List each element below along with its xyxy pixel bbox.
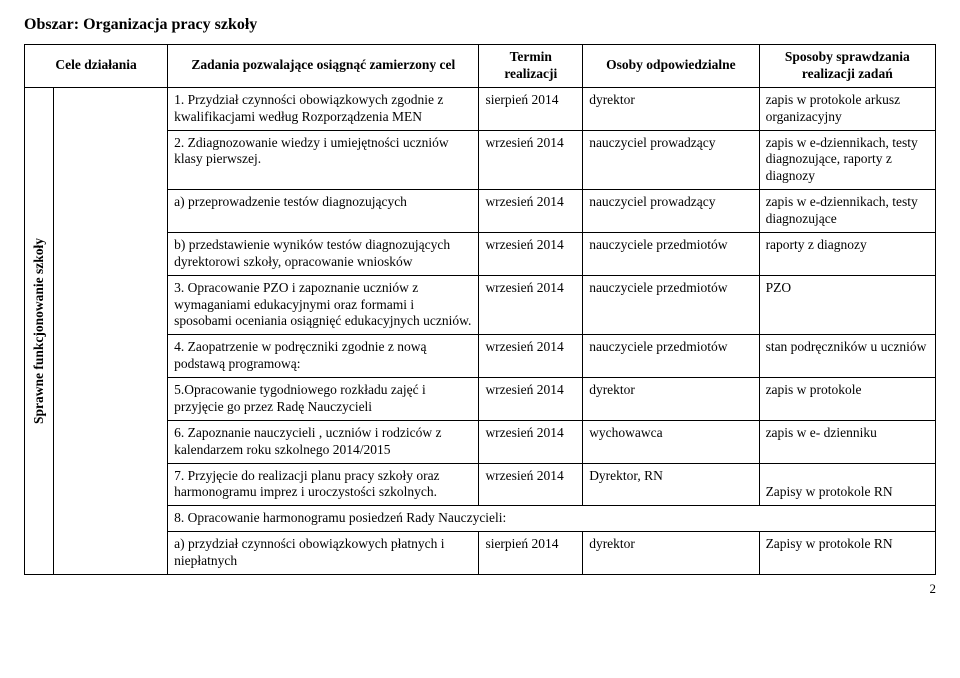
term-cell: wrzesień 2014 (479, 378, 583, 421)
plan-table: Cele działania Zadania pozwalające osiąg… (24, 44, 936, 575)
table-row: Sprawne funkcjonowanie szkoły 1. Przydzi… (25, 87, 936, 130)
task-cell: a) przeprowadzenie testów diagnozujących (168, 190, 479, 233)
section-span-cell: 8. Opracowanie harmonogramu posiedzeń Ra… (168, 506, 936, 532)
side-label-cell: Sprawne funkcjonowanie szkoły (25, 87, 54, 574)
check-cell: zapis w e-dziennikach, testy diagnozując… (759, 130, 935, 190)
task-cell: b) przedstawienie wyników testów diagnoz… (168, 232, 479, 275)
header-check: Sposoby sprawdzania realizacji zadań (759, 45, 935, 88)
header-task: Zadania pozwalające osiągnąć zamierzony … (168, 45, 479, 88)
term-cell: wrzesień 2014 (479, 275, 583, 335)
term-cell: wrzesień 2014 (479, 232, 583, 275)
header-term: Termin realizacji (479, 45, 583, 88)
task-cell: 2. Zdiagnozowanie wiedzy i umiejętności … (168, 130, 479, 190)
check-cell: stan podręczników u uczniów (759, 335, 935, 378)
term-cell: sierpień 2014 (479, 532, 583, 575)
term-cell: wrzesień 2014 (479, 130, 583, 190)
resp-cell: nauczyciele przedmiotów (583, 232, 759, 275)
term-cell: sierpień 2014 (479, 87, 583, 130)
task-cell: 1. Przydział czynności obowiązkowych zgo… (168, 87, 479, 130)
task-cell: 4. Zaopatrzenie w podręczniki zgodnie z … (168, 335, 479, 378)
resp-cell: Dyrektor, RN (583, 463, 759, 506)
check-cell: zapis w protokole (759, 378, 935, 421)
side-label: Sprawne funkcjonowanie szkoły (31, 238, 48, 424)
resp-cell: nauczyciele przedmiotów (583, 335, 759, 378)
task-cell: 5.Opracowanie tygodniowego rozkładu zaję… (168, 378, 479, 421)
check-cell: zapis w e- dzienniku (759, 420, 935, 463)
check-cell: zapis w e-dziennikach, testy diagnozując… (759, 190, 935, 233)
task-cell: 7. Przyjęcie do realizacji planu pracy s… (168, 463, 479, 506)
check-cell: Zapisy w protokole RN (759, 463, 935, 506)
term-cell: wrzesień 2014 (479, 190, 583, 233)
resp-cell: dyrektor (583, 532, 759, 575)
term-cell: wrzesień 2014 (479, 420, 583, 463)
resp-cell: nauczyciel prowadzący (583, 130, 759, 190)
table-header-row: Cele działania Zadania pozwalające osiąg… (25, 45, 936, 88)
area-title: Obszar: Organizacja pracy szkoły (24, 16, 936, 34)
task-cell: a) przydział czynności obowiązkowych pła… (168, 532, 479, 575)
resp-cell: nauczyciel prowadzący (583, 190, 759, 233)
resp-cell: nauczyciele przedmiotów (583, 275, 759, 335)
cele-cell (54, 87, 168, 574)
header-cele: Cele działania (25, 45, 168, 88)
task-cell: 3. Opracowanie PZO i zapoznanie uczniów … (168, 275, 479, 335)
page-number: 2 (24, 581, 936, 597)
resp-cell: dyrektor (583, 87, 759, 130)
task-cell: 6. Zapoznanie nauczycieli , uczniów i ro… (168, 420, 479, 463)
resp-cell: wychowawca (583, 420, 759, 463)
header-resp: Osoby odpowiedzialne (583, 45, 759, 88)
check-cell: PZO (759, 275, 935, 335)
resp-cell: dyrektor (583, 378, 759, 421)
term-cell: wrzesień 2014 (479, 463, 583, 506)
check-cell: raporty z diagnozy (759, 232, 935, 275)
term-cell: wrzesień 2014 (479, 335, 583, 378)
check-cell: Zapisy w protokole RN (759, 532, 935, 575)
check-cell: zapis w protokole arkusz organizacyjny (759, 87, 935, 130)
